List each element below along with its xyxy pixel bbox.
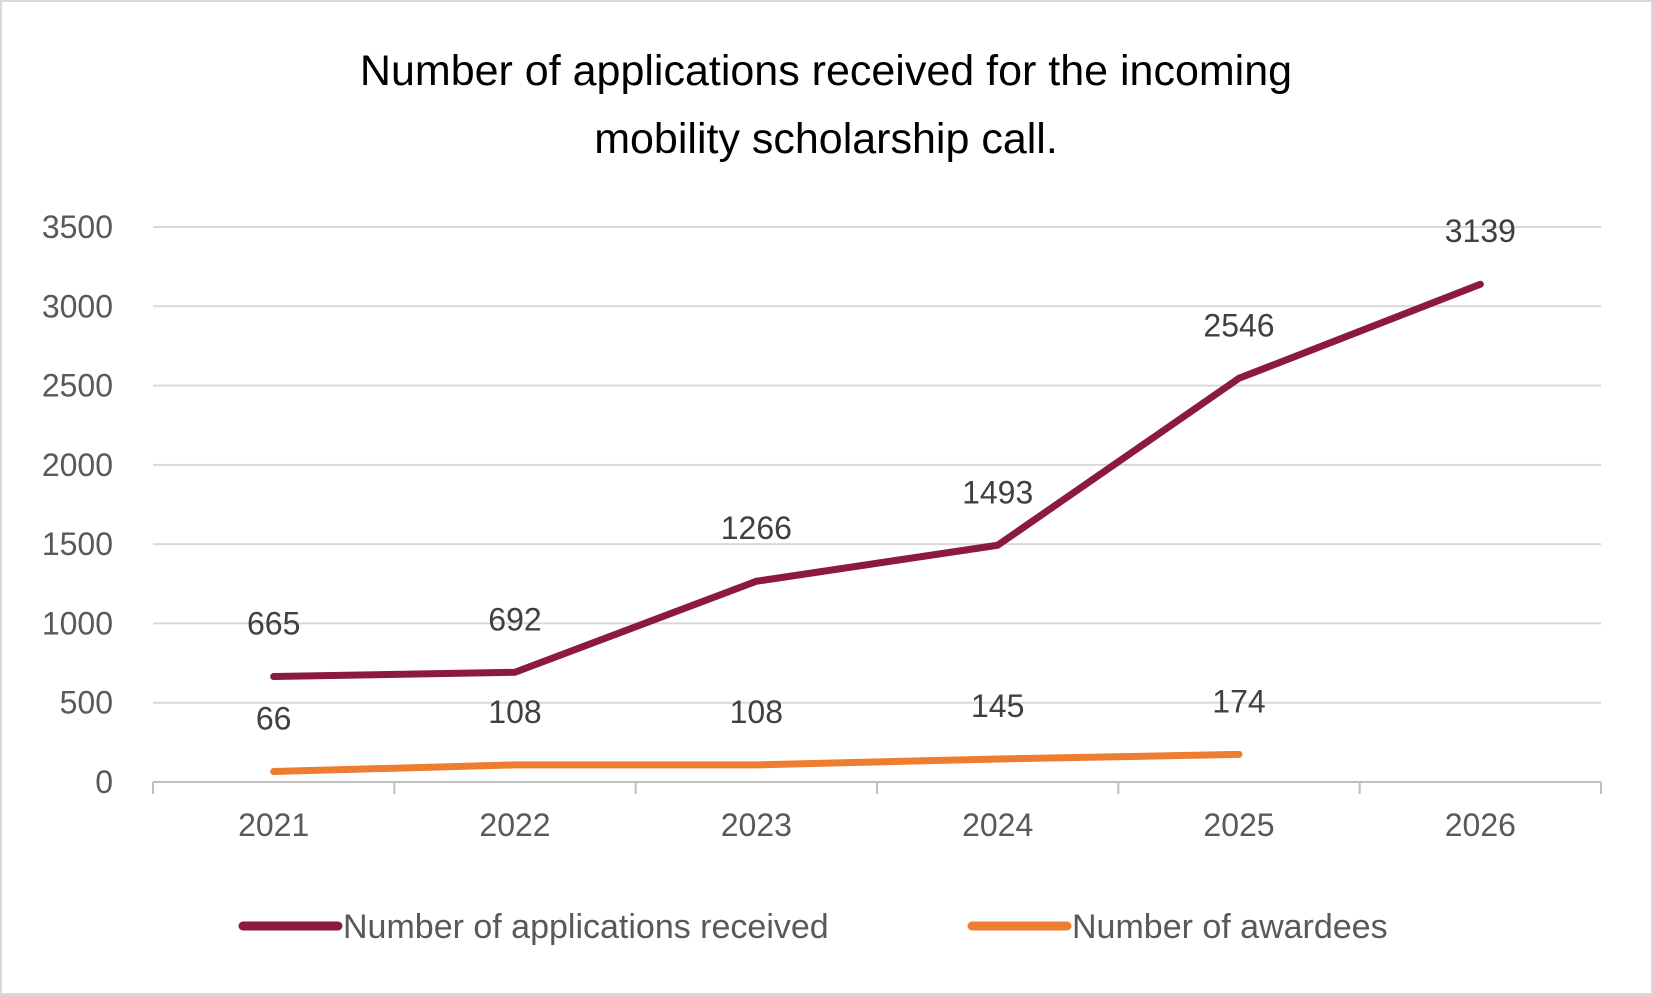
- series-line-2: [270, 750, 1243, 776]
- x-tick-label: 2025: [1203, 807, 1274, 843]
- y-tick-label: 2000: [42, 447, 113, 483]
- chart-title-line-1: Number of applications received for the …: [360, 47, 1292, 95]
- y-tick-label: 0: [95, 764, 113, 800]
- x-tick-label: 2023: [721, 807, 792, 843]
- y-tick-label: 2500: [42, 368, 113, 404]
- x-tick-label: 2024: [962, 807, 1033, 843]
- data-label: 108: [730, 694, 783, 730]
- data-label: 692: [488, 601, 541, 637]
- y-tick-label: 1000: [42, 605, 113, 641]
- x-tick-label: 2022: [479, 807, 550, 843]
- legend-label: Number of applications received: [343, 908, 829, 946]
- chart-title-line-2: mobility scholarship call.: [594, 115, 1058, 163]
- data-label: 1266: [721, 510, 792, 546]
- data-label: 2546: [1203, 307, 1274, 343]
- data-label: 108: [488, 694, 541, 730]
- data-label: 145: [971, 688, 1024, 724]
- data-label: 1493: [962, 474, 1033, 510]
- y-tick-label: 3500: [42, 209, 113, 245]
- x-tick-label: 2021: [238, 807, 309, 843]
- data-label: 66: [256, 701, 292, 737]
- x-tick-label: 2026: [1445, 807, 1516, 843]
- y-tick-label: 3000: [42, 288, 113, 324]
- legend-label: Number of awardees: [1072, 908, 1388, 946]
- series-line-1: [270, 280, 1484, 681]
- y-tick-label: 1500: [42, 526, 113, 562]
- y-tick-label: 500: [60, 685, 113, 721]
- data-label: 174: [1212, 683, 1265, 719]
- data-label: 665: [247, 606, 300, 642]
- data-label: 3139: [1445, 213, 1516, 249]
